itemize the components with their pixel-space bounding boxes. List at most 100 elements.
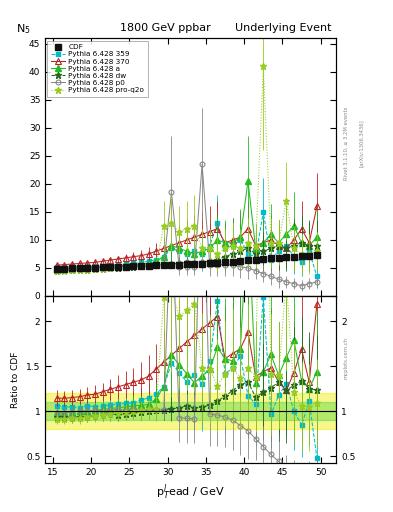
CDF (169, 262, 174, 268)
CDF (116, 264, 120, 270)
Pythia 6.428 370 (208, 228, 212, 234)
Pythia 6.428 dw (131, 264, 136, 270)
Pythia 6.428 370 (93, 259, 97, 265)
CDF (208, 261, 212, 267)
Pythia 6.428 pro-q2o (215, 251, 220, 257)
Pythia 6.428 359 (138, 259, 143, 265)
Pythia 6.428 pro-q2o (284, 198, 288, 204)
Pythia 6.428 pro-q2o (184, 226, 189, 232)
Pythia 6.428 dw (223, 253, 228, 260)
CDF (215, 260, 220, 266)
Pythia 6.428 dw (138, 263, 143, 269)
Pythia 6.428 p0 (177, 264, 182, 270)
Pythia 6.428 a (116, 263, 120, 269)
Pythia 6.428 p0 (253, 268, 258, 274)
Pythia 6.428 pro-q2o (162, 223, 166, 229)
Pythia 6.428 359 (200, 251, 204, 257)
Pythia 6.428 370 (54, 262, 59, 268)
Pythia 6.428 a (177, 245, 182, 251)
Pythia 6.428 p0 (108, 264, 113, 270)
Pythia 6.428 a (200, 248, 204, 254)
Pythia 6.428 370 (70, 261, 74, 267)
Pythia 6.428 pro-q2o (253, 243, 258, 249)
Pythia 6.428 370 (108, 257, 113, 263)
Pythia 6.428 p0 (223, 262, 228, 268)
Pythia 6.428 p0 (154, 262, 158, 268)
Line: Pythia 6.428 pro-q2o: Pythia 6.428 pro-q2o (53, 63, 320, 274)
Pythia 6.428 359 (184, 251, 189, 257)
Pythia 6.428 a (208, 245, 212, 251)
Pythia 6.428 a (54, 267, 59, 273)
Pythia 6.428 dw (307, 243, 312, 249)
Pythia 6.428 p0 (261, 270, 266, 276)
Pythia 6.428 pro-q2o (292, 245, 296, 251)
Pythia 6.428 dw (100, 265, 105, 271)
CDF (162, 262, 166, 268)
Pythia 6.428 359 (230, 243, 235, 249)
CDF (253, 257, 258, 263)
Pythia 6.428 p0 (192, 264, 197, 270)
Pythia 6.428 pro-q2o (268, 240, 273, 246)
Pythia 6.428 370 (238, 234, 243, 240)
Pythia 6.428 dw (70, 267, 74, 273)
Pythia 6.428 pro-q2o (146, 262, 151, 268)
Text: [arXiv:1306.3436]: [arXiv:1306.3436] (358, 119, 364, 167)
Legend: CDF, Pythia 6.428 359, Pythia 6.428 370, Pythia 6.428 a, Pythia 6.428 dw, Pythia: CDF, Pythia 6.428 359, Pythia 6.428 370,… (48, 40, 148, 97)
Pythia 6.428 pro-q2o (200, 245, 204, 251)
Pythia 6.428 dw (77, 267, 82, 273)
Pythia 6.428 dw (284, 245, 288, 251)
Pythia 6.428 370 (77, 261, 82, 267)
Pythia 6.428 370 (162, 245, 166, 251)
Pythia 6.428 p0 (284, 279, 288, 285)
Pythia 6.428 370 (268, 237, 273, 243)
CDF (154, 262, 158, 268)
Pythia 6.428 370 (261, 240, 266, 246)
Pythia 6.428 a (62, 266, 67, 272)
Pythia 6.428 a (146, 261, 151, 267)
Pythia 6.428 370 (253, 243, 258, 249)
Pythia 6.428 p0 (70, 265, 74, 271)
CDF (261, 256, 266, 262)
Pythia 6.428 dw (230, 251, 235, 257)
Pythia 6.428 pro-q2o (131, 263, 136, 269)
Pythia 6.428 370 (223, 240, 228, 246)
Pythia 6.428 p0 (85, 265, 90, 271)
Pythia 6.428 a (192, 251, 197, 257)
Pythia 6.428 a (292, 223, 296, 229)
Pythia 6.428 dw (314, 243, 319, 249)
Pythia 6.428 370 (307, 240, 312, 246)
Pythia 6.428 370 (116, 256, 120, 262)
CDF (184, 261, 189, 267)
Pythia 6.428 p0 (299, 283, 304, 289)
Pythia 6.428 pro-q2o (123, 264, 128, 270)
Pythia 6.428 pro-q2o (299, 251, 304, 257)
Pythia 6.428 359 (70, 264, 74, 270)
Pythia 6.428 p0 (138, 263, 143, 269)
Pythia 6.428 370 (62, 262, 67, 268)
Pythia 6.428 a (93, 264, 97, 270)
Pythia 6.428 p0 (162, 262, 166, 268)
Pythia 6.428 a (77, 265, 82, 271)
Pythia 6.428 dw (93, 266, 97, 272)
Pythia 6.428 370 (276, 243, 281, 249)
Pythia 6.428 a (230, 240, 235, 246)
Pythia 6.428 359 (100, 263, 105, 269)
Pythia 6.428 359 (238, 237, 243, 243)
Pythia 6.428 370 (146, 251, 151, 257)
Pythia 6.428 pro-q2o (77, 267, 82, 273)
Pythia 6.428 pro-q2o (138, 263, 143, 269)
CDF (246, 257, 250, 263)
Pythia 6.428 p0 (246, 265, 250, 271)
Pythia 6.428 359 (292, 253, 296, 260)
Pythia 6.428 pro-q2o (85, 267, 90, 273)
Pythia 6.428 p0 (238, 264, 243, 270)
CDF (276, 255, 281, 261)
Pythia 6.428 p0 (131, 263, 136, 269)
Pythia 6.428 p0 (184, 264, 189, 270)
Pythia 6.428 a (123, 262, 128, 268)
Pythia 6.428 p0 (123, 263, 128, 269)
Pythia 6.428 370 (177, 240, 182, 246)
Pythia 6.428 359 (131, 261, 136, 267)
Pythia 6.428 dw (208, 258, 212, 264)
Pythia 6.428 359 (162, 253, 166, 260)
